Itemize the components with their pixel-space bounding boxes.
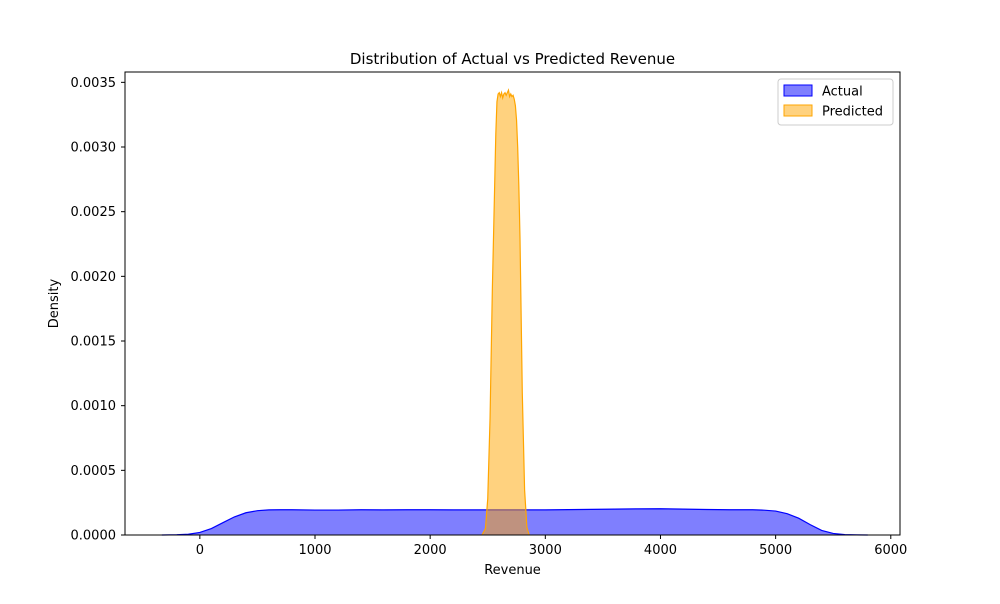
x-tick-label-6000: 6000 [874,543,907,558]
y-tick-label-6: 0.0030 [71,141,117,156]
line-predicted [481,88,530,536]
y-tick-label-2: 0.0010 [71,399,117,414]
legend: Actual Predicted [777,78,894,126]
y-axis: 0.0000 0.0005 0.0010 0.0015 0.0020 0.0025 0.00… [71,76,125,544]
y-axis-label: Density [47,278,62,328]
x-tick-label-0: 0 [196,543,204,558]
legend-label-actual: Actual [822,85,863,100]
plot-frame [124,71,901,536]
legend-label-predicted: Predicted [822,105,883,120]
y-tick-label-0: 0.0000 [71,529,117,544]
legend-swatch-predicted [783,104,813,117]
x-tick-label-5000: 5000 [759,543,792,558]
y-tick-label-5: 0.0025 [71,205,117,220]
series-predicted [481,88,530,536]
area-predicted [481,90,530,536]
x-axis-label: Revenue [484,563,541,578]
x-tick-label-1000: 1000 [298,543,331,558]
y-tick-label-3: 0.0015 [71,335,117,350]
x-tick-label-2000: 2000 [414,543,447,558]
y-tick-label-1: 0.0005 [71,464,117,479]
y-tick-label-4: 0.0020 [71,270,117,285]
y-tick-label-7: 0.0035 [71,76,117,91]
legend-swatch-actual [783,84,813,97]
x-axis: 0 1000 2000 3000 4000 5000 6000 [196,535,907,558]
series-layer [161,88,868,536]
x-tick-label-3000: 3000 [529,543,562,558]
chart-title: Distribution of Actual vs Predicted Reve… [350,50,675,68]
x-tick-label-4000: 4000 [644,543,677,558]
